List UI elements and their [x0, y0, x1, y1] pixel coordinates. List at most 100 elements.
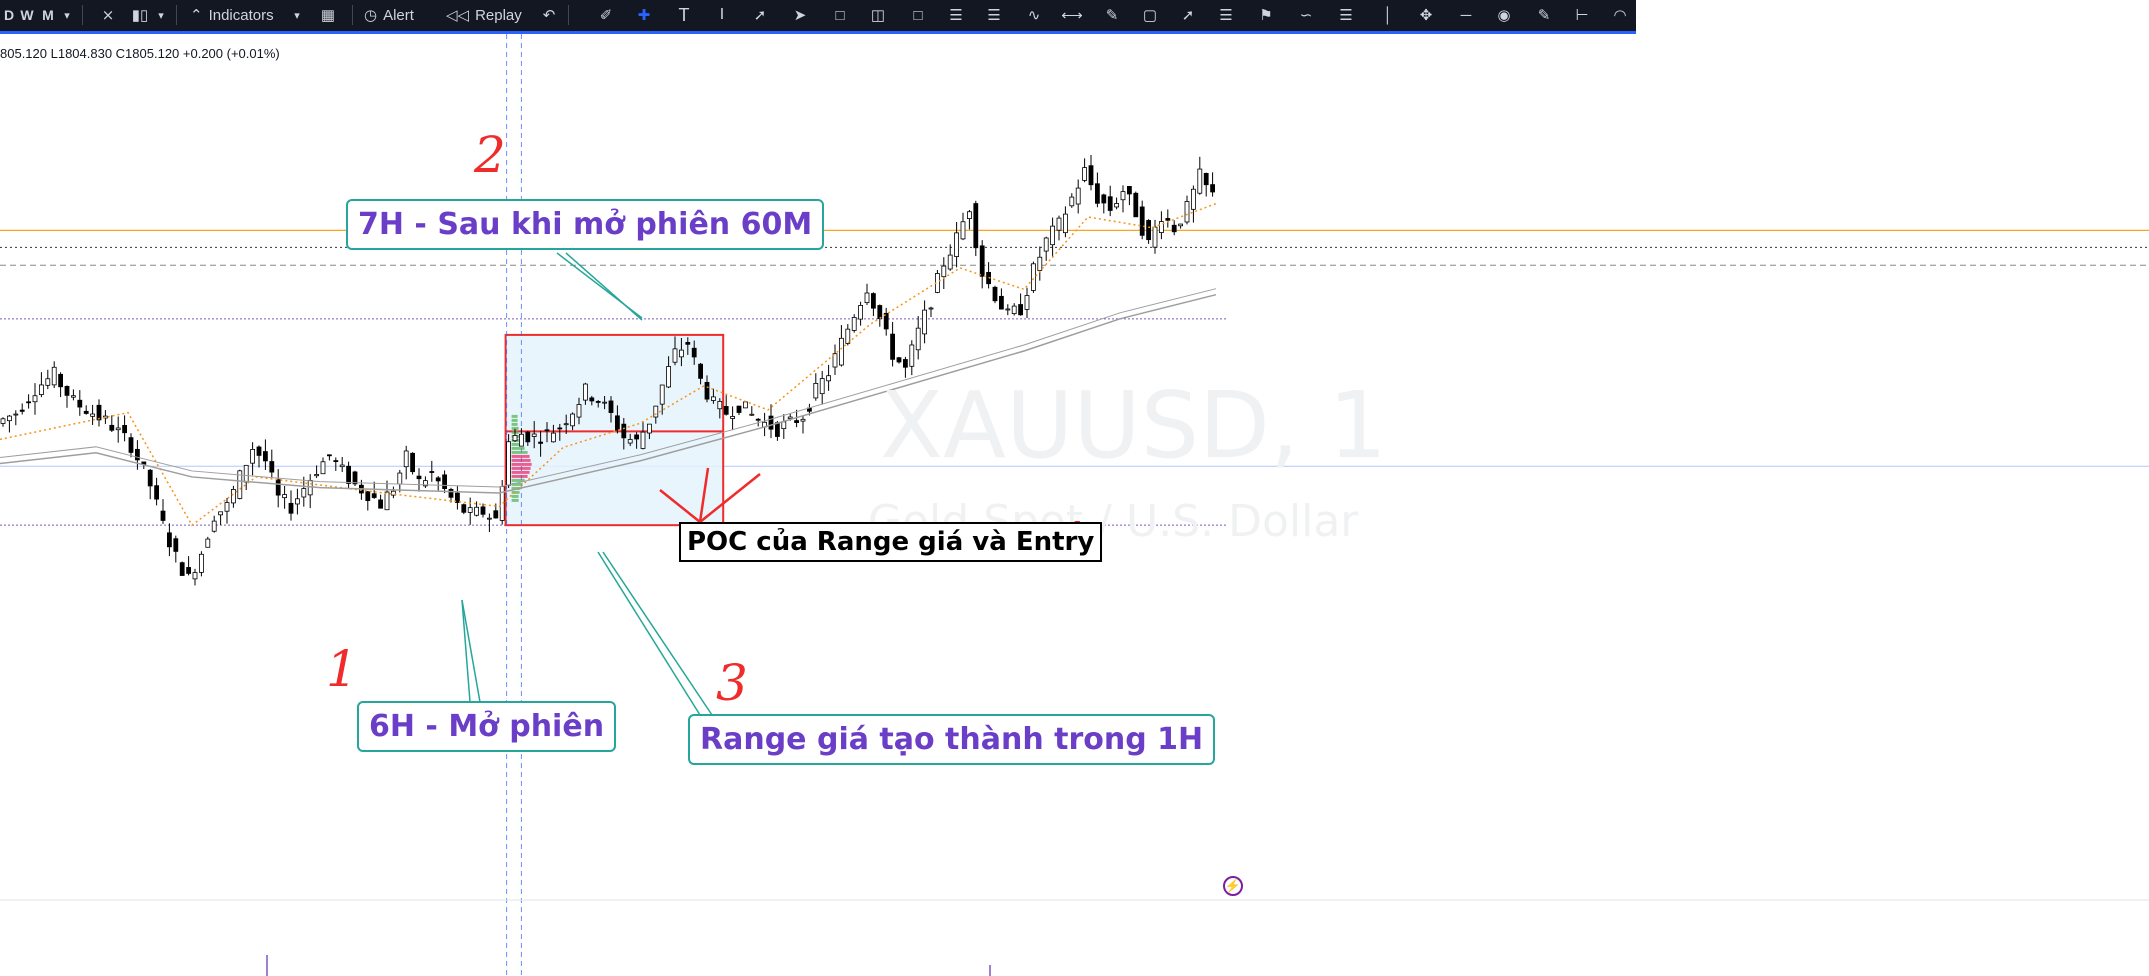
callout-range-1h[interactable]: Range giá tạo thành trong 1H — [688, 714, 1216, 765]
candle-bear — [160, 510, 166, 521]
candle-bull — [7, 415, 12, 422]
replay-button[interactable]: ◁◁ Replay — [446, 0, 542, 30]
poc-arrow — [659, 489, 701, 523]
candle-bull — [787, 416, 793, 419]
candle-bull — [282, 494, 288, 499]
anchored-text-tool-icon[interactable]: I — [719, 6, 725, 23]
candle-bull — [1069, 196, 1075, 207]
candle-bull — [1056, 217, 1062, 231]
candle-bull — [851, 317, 857, 331]
flash-lightning-icon[interactable]: ⚡ — [1223, 876, 1243, 896]
gann-fan-tool-icon[interactable]: ☰ — [1219, 7, 1233, 24]
comment-tool-icon[interactable]: □ — [913, 6, 923, 24]
candle-bull — [954, 232, 959, 257]
horizontal-ray-tool-icon[interactable]: ⊢ — [1575, 7, 1589, 24]
indicators-chevron-icon[interactable]: ▾ — [294, 9, 300, 22]
candle-bull — [1197, 168, 1203, 194]
candle-bear — [1146, 220, 1151, 241]
candle-bear — [538, 441, 543, 444]
candle-bear — [256, 446, 262, 456]
date-range-tool-icon[interactable]: ⟷ — [1061, 7, 1083, 24]
forecast-tool-icon[interactable]: ✥ — [1419, 7, 1433, 24]
layout-grid-icon[interactable]: ▦ — [320, 7, 336, 24]
candle-bull — [519, 433, 524, 447]
candle-bear — [999, 295, 1004, 310]
interval-m-button[interactable]: M — [42, 7, 54, 23]
volume-profile-bar — [511, 454, 530, 458]
volume-profile-bar — [511, 498, 519, 502]
candle-bear — [755, 418, 761, 421]
highlighter-tool-icon[interactable]: ✎ — [1537, 7, 1551, 24]
ema-slow-line-2 — [0, 288, 1217, 488]
rectangle-tool-icon[interactable]: ▢ — [1142, 7, 1158, 24]
candle-bull — [1050, 225, 1055, 246]
parallel-channel-tool-icon[interactable]: ☰ — [1339, 7, 1353, 24]
candle-bull — [1063, 213, 1068, 234]
candle-bear — [365, 491, 371, 502]
candle-bull — [1031, 263, 1036, 291]
chart-type-chevron-icon[interactable]: ▾ — [158, 9, 164, 22]
candle-bear — [122, 425, 127, 434]
candle-bull — [909, 344, 915, 367]
candle-bear — [58, 373, 63, 388]
candle-bear — [691, 347, 697, 358]
callout-tool-icon[interactable]: □ — [835, 6, 845, 24]
candle-bull — [1159, 221, 1164, 233]
path-tool-icon[interactable]: ➚ — [1181, 7, 1195, 24]
alert-button[interactable]: ◷ Alert — [364, 0, 444, 30]
candle-bull — [115, 427, 121, 431]
brush-tool-icon[interactable]: ✐ — [599, 7, 613, 24]
candle-bull — [781, 421, 787, 430]
text-tool-icon[interactable]: T — [678, 4, 690, 25]
pencil-tool-icon[interactable]: ✎ — [1105, 7, 1119, 24]
candle-bear — [1210, 184, 1215, 193]
crosshair-tool-icon[interactable]: ✚ — [637, 7, 651, 24]
candle-bear — [775, 422, 780, 437]
candle-bear — [275, 479, 281, 496]
alert-label: Alert — [383, 6, 414, 24]
candle-bear — [1171, 224, 1177, 233]
volume-profile-bar — [511, 450, 528, 454]
candle-bull — [71, 395, 76, 398]
trend-line-tool-icon[interactable]: ➚ — [753, 7, 767, 24]
candle-bear — [525, 431, 531, 443]
callout-6h-session-open[interactable]: 6H - Mở phiên — [357, 701, 617, 752]
candle-bull — [832, 353, 838, 368]
candle-bull — [531, 433, 537, 437]
flag-mark-tool-icon[interactable]: ⚑ — [1259, 7, 1273, 24]
candles-chart-type-icon[interactable]: ▮▯ — [131, 7, 149, 24]
callout-7h-pointer — [565, 252, 643, 321]
candle-bear — [435, 477, 441, 482]
candle-bull — [467, 507, 473, 513]
undo-icon[interactable]: ↶ — [542, 7, 556, 24]
interval-w-button[interactable]: W — [20, 7, 34, 23]
callout-range-pointer — [597, 551, 701, 716]
interval-dropdown-chevron-icon[interactable]: ▾ — [64, 9, 70, 22]
pitchfork-tool-icon[interactable]: ☰ — [987, 7, 1001, 24]
candle-bear — [1107, 196, 1113, 211]
candle-bull — [967, 211, 972, 219]
curve-tool-icon[interactable]: ∽ — [1299, 7, 1313, 24]
candle-bull — [711, 396, 716, 401]
fib-tool-icon[interactable]: ☰ — [949, 7, 963, 24]
indicators-button[interactable]: ⌃ Indicators — [190, 0, 350, 30]
cursor-arrow-tool-icon[interactable]: ➤ — [793, 7, 807, 24]
candle-bull — [653, 405, 659, 418]
candle-bull — [32, 395, 38, 403]
elliott-wave-tool-icon[interactable]: ∿ — [1027, 7, 1041, 24]
volume-profile-bar — [511, 414, 518, 418]
vertical-line-tool-icon[interactable]: │ — [1383, 6, 1393, 24]
ellipse-tool-icon[interactable]: ◉ — [1497, 7, 1511, 24]
candle-bull — [314, 474, 320, 477]
compare-symbol-icon[interactable]: ⨯ — [101, 7, 115, 24]
callout-7h-after-session[interactable]: 7H - Sau khi mở phiên 60M — [346, 199, 825, 250]
ema-slow-line — [0, 293, 1217, 494]
candle-bear — [723, 406, 729, 415]
volume-profile-bar — [511, 462, 532, 466]
interval-d-button[interactable]: D — [3, 7, 15, 23]
paint-roller-tool-icon[interactable]: ◫ — [870, 7, 886, 24]
poc-entry-label[interactable]: POC của Range giá và Entry — [679, 522, 1103, 562]
horizontal-line-tool-icon[interactable]: ─ — [1460, 6, 1472, 24]
arc-tool-icon[interactable]: ◠ — [1613, 7, 1627, 24]
candle-bear — [448, 489, 454, 498]
